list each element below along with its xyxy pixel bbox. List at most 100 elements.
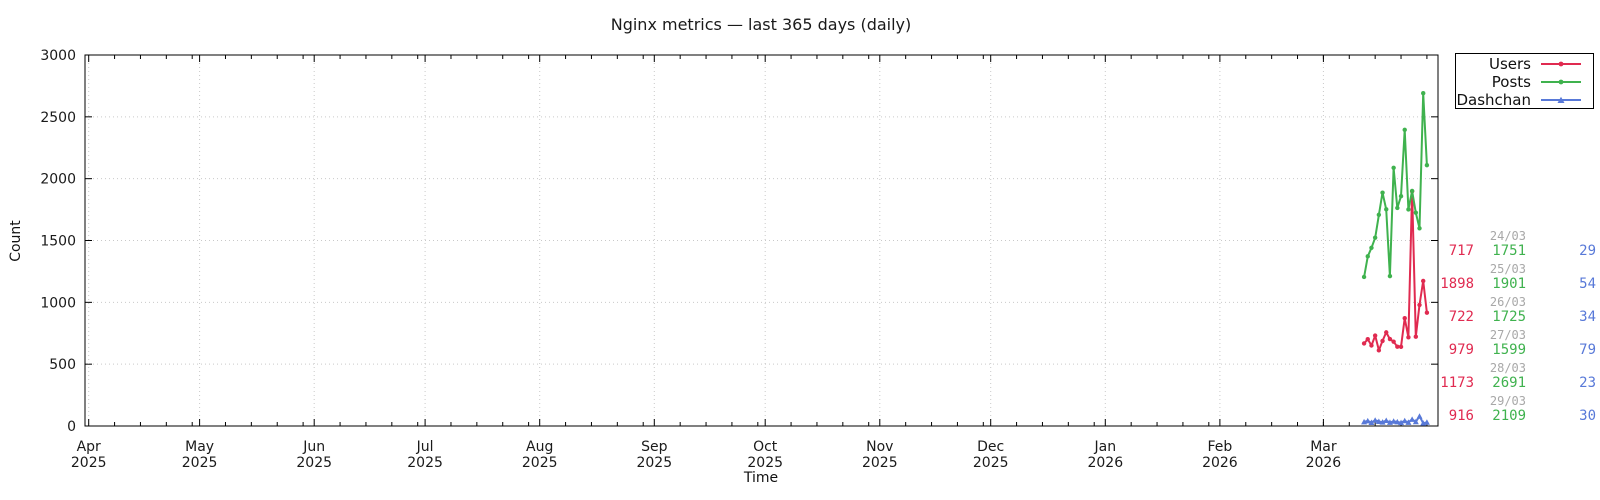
marker-users: [1413, 334, 1419, 339]
table-row: 1898 1901 54: [1420, 277, 1596, 292]
table-value-users: 916: [1448, 408, 1474, 424]
marker-posts: [1417, 226, 1422, 231]
table-value-posts: 1599: [1492, 342, 1526, 358]
marker-dashchan: [1398, 419, 1405, 426]
marker-dashchan: [1383, 417, 1390, 424]
x-tick-label-year: 2025: [747, 455, 783, 471]
table-row-date: 24/03: [1489, 229, 1526, 243]
plot-border: [84, 54, 1439, 427]
marker-posts: [1406, 207, 1411, 212]
marker-dashchan: [1372, 417, 1379, 423]
table-value-posts: 2691: [1492, 375, 1526, 391]
y-tick-label: 500: [49, 357, 76, 373]
legend-item-dashchan: Dashchan: [1456, 91, 1593, 109]
table-value-dashchan: 79: [1579, 342, 1596, 358]
marker-users: [1369, 343, 1374, 348]
x-tick-label-year: 2025: [973, 455, 1009, 471]
legend-label-dashchan: Dashchan: [1456, 91, 1531, 109]
marker-users: [1361, 341, 1367, 346]
marker-users: [1398, 344, 1404, 350]
marker-dashchan: [1401, 417, 1408, 424]
marker-posts: [1361, 274, 1367, 280]
marker-posts: [1372, 235, 1378, 240]
table-row: 916 2109 30: [1420, 409, 1596, 424]
marker-users: [1384, 330, 1389, 335]
legend: Users Posts Dashchan: [1455, 53, 1594, 109]
legend-label-posts: Posts: [1491, 73, 1531, 91]
table-value-users: 979: [1448, 342, 1474, 358]
x-tick-label-month: Nov: [866, 439, 893, 455]
marker-dashchan: [1412, 418, 1419, 425]
x-tick-label-month: May: [185, 439, 214, 455]
marker-dashchan: [1368, 419, 1375, 426]
y-tick-label: 3000: [40, 48, 76, 64]
marker-users: [1417, 302, 1422, 308]
marker-dashchan: [1379, 419, 1386, 425]
x-axis-title: Time: [743, 470, 779, 486]
x-tick-label-month: Oct: [753, 439, 778, 455]
marker-users: [1380, 338, 1385, 344]
x-tick-label-year: 2026: [1087, 455, 1123, 471]
x-tick-label-year: 2025: [522, 455, 558, 471]
users-line-sample-icon: [1541, 61, 1581, 67]
x-tick-label-month: Dec: [977, 439, 1004, 455]
marker-posts: [1402, 127, 1407, 133]
x-tick-label-month: Jun: [302, 439, 325, 455]
x-tick-label-month: Apr: [77, 439, 101, 455]
posts-line-sample-icon: [1541, 79, 1581, 85]
table-value-users: 1898: [1440, 276, 1474, 292]
marker-posts: [1387, 273, 1393, 279]
marker-posts: [1384, 207, 1389, 212]
table-value-dashchan: 29: [1579, 243, 1596, 259]
marker-posts: [1376, 212, 1382, 217]
marker-dashchan: [1409, 416, 1416, 422]
marker-dashchan: [1390, 418, 1397, 424]
x-tick-label-year: 2025: [407, 455, 443, 471]
marker-posts: [1380, 190, 1385, 195]
marker-posts: [1398, 194, 1404, 199]
table-row-date: 28/03: [1489, 361, 1526, 375]
marker-users: [1406, 335, 1411, 340]
table-value-posts: 1725: [1492, 309, 1526, 325]
table-value-posts: 2109: [1492, 408, 1526, 424]
x-tick-label-year: 2025: [862, 455, 898, 471]
table-value-dashchan: 54: [1579, 276, 1596, 292]
marker-posts: [1365, 254, 1370, 259]
x-tick-label-year: 2025: [182, 455, 218, 471]
x-tick-label-year: 2025: [636, 455, 672, 471]
marker-users: [1376, 348, 1382, 353]
table-row: 717 1751 29: [1420, 244, 1596, 259]
marker-posts: [1369, 245, 1374, 250]
x-tick-label-year: 2025: [296, 455, 332, 471]
table-value-dashchan: 34: [1579, 309, 1596, 325]
marker-posts: [1409, 188, 1415, 194]
y-tick-label: 2000: [40, 172, 76, 188]
y-tick-label: 1500: [40, 234, 76, 250]
marker-users: [1421, 278, 1426, 284]
x-tick-label-month: Sep: [641, 439, 668, 455]
table-value-posts: 1751: [1492, 243, 1526, 259]
table-row-date: 25/03: [1489, 262, 1526, 276]
table-row-date: 26/03: [1489, 295, 1526, 309]
marker-dashchan: [1423, 419, 1430, 425]
table-row: 979 1599 79: [1420, 343, 1596, 358]
y-tick-label: 2500: [40, 110, 76, 126]
legend-marker: [1557, 96, 1565, 103]
marker-posts: [1391, 165, 1396, 170]
table-row: 1173 2691 23: [1420, 376, 1596, 391]
x-tick-label-month: Feb: [1207, 439, 1232, 455]
x-tick-label-month: Aug: [526, 439, 553, 455]
marker-posts: [1421, 91, 1426, 96]
marker-users: [1372, 333, 1378, 338]
marker-posts: [1424, 162, 1430, 168]
table-value-posts: 1901: [1492, 276, 1526, 292]
x-tick-label-year: 2026: [1306, 455, 1342, 471]
marker-users: [1395, 344, 1400, 349]
legend-marker: [1558, 79, 1564, 85]
chart-title: Nginx metrics — last 365 days (daily): [610, 15, 912, 34]
legend-marker: [1558, 61, 1564, 67]
legend-item-users: Users: [1456, 55, 1593, 73]
marker-dashchan: [1394, 418, 1401, 425]
marker-dashchan: [1364, 417, 1371, 424]
